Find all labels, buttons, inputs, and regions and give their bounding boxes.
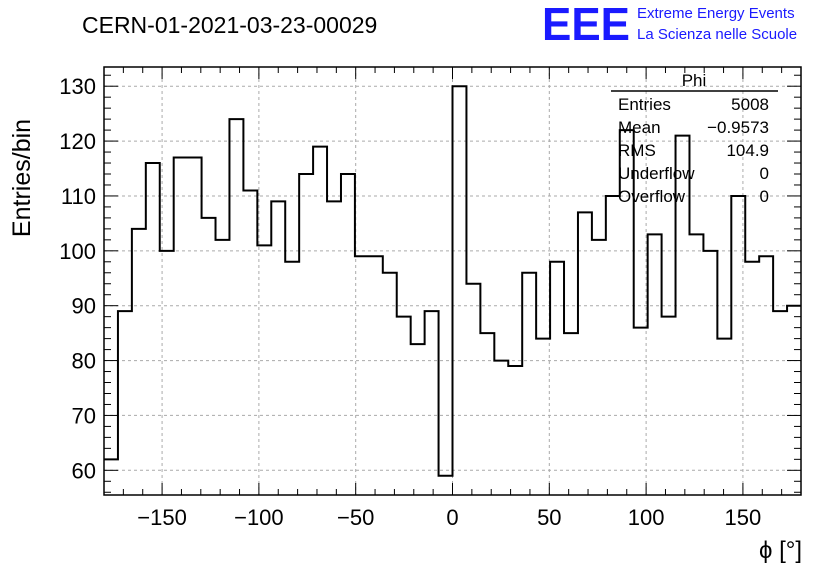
histogram-bin [327, 201, 341, 495]
histogram-bin [411, 344, 425, 495]
histogram-bin [439, 476, 453, 495]
stats-row-label: Underflow [618, 164, 695, 183]
y-tick-label: 120 [59, 129, 96, 154]
x-tick-label: 50 [537, 505, 561, 530]
histogram-bin [355, 256, 369, 495]
histogram-bin [787, 306, 801, 495]
histogram-bin [257, 245, 271, 495]
stats-row-value: −0.9573 [707, 118, 769, 137]
stats-row-value: 0 [760, 164, 769, 183]
stats-rows: Entries 5008 Mean −0.9573 RMS 104.9 Underflow 0… [618, 95, 769, 206]
histogram-bin [174, 158, 188, 495]
y-tick-label: 90 [72, 294, 96, 319]
y-axis: 60 70 80 90 100 110 120 130 [59, 74, 801, 493]
x-axis-label: ϕ [°] [759, 537, 802, 564]
stats-row-label: Entries [618, 95, 671, 114]
histogram-bin [271, 201, 285, 495]
histogram-bin [578, 212, 592, 495]
x-tick-label: −100 [234, 505, 284, 530]
histogram-bin [606, 196, 620, 495]
histogram-bin [118, 311, 132, 495]
logo-text: EEE [542, 0, 630, 50]
histogram-bin [202, 218, 216, 495]
histogram-bin [745, 262, 759, 495]
histogram-bin [146, 163, 160, 495]
histogram-bin [759, 256, 773, 495]
y-tick-label: 110 [61, 184, 96, 209]
histogram-bin [216, 240, 230, 495]
histogram-bin [132, 229, 146, 495]
histogram-series-line [104, 85, 801, 477]
stats-box: Phi Entries 5008 Mean −0.9573 RMS 104.9 Underf… [611, 71, 778, 206]
histogram-bin [466, 284, 480, 495]
histogram-bin [662, 317, 676, 495]
histogram-bin [285, 262, 299, 495]
histogram-bin [773, 311, 787, 495]
stats-title: Phi [682, 71, 707, 90]
stats-row-label: RMS [618, 141, 656, 160]
y-tick-label: 70 [72, 403, 96, 428]
stats-row-value: 0 [760, 187, 769, 206]
y-tick-label: 130 [59, 74, 96, 99]
y-tick-label: 80 [72, 349, 96, 374]
x-tick-label: −150 [137, 505, 187, 530]
histogram-bin [299, 174, 313, 495]
x-tick-label: 100 [628, 505, 665, 530]
histogram-bin [397, 317, 411, 495]
histogram-bin [550, 262, 564, 495]
y-axis-label: Entries/bin [8, 119, 36, 237]
histogram-bin [243, 190, 257, 495]
y-tick-label: 100 [59, 239, 96, 264]
histogram-bin [703, 251, 717, 495]
run-title: CERN-01-2021-03-23-00029 [82, 12, 377, 38]
histogram-bin [494, 361, 508, 495]
logo-line2: La Scienza nelle Scuole [637, 26, 797, 43]
histogram-bin [536, 339, 550, 495]
eee-logo: EEE Extreme Energy Events La Scienza nel… [542, 0, 797, 50]
logo-line1: Extreme Energy Events [637, 5, 795, 22]
x-tick-label: −50 [337, 505, 374, 530]
x-tick-label: 0 [446, 505, 458, 530]
stats-row-label: Mean [618, 118, 661, 137]
stats-row-value: 104.9 [726, 141, 769, 160]
stats-row-value: 5008 [731, 95, 769, 114]
histogram-bin [229, 119, 243, 495]
y-tick-label: 60 [72, 458, 96, 483]
x-axis: −150 −100 −50 0 50 100 150 [122, 67, 783, 530]
histogram-bin [689, 234, 703, 495]
histogram-bin [188, 158, 202, 495]
histogram-bin [313, 147, 327, 495]
stats-row-label: Overflow [618, 187, 686, 206]
histogram-bin [592, 240, 606, 495]
histogram-bin [369, 256, 383, 495]
histogram-bin [453, 86, 467, 495]
histogram-bin [508, 366, 522, 495]
histogram-bin [648, 234, 662, 495]
histogram-bin [341, 174, 355, 495]
histogram-bin [104, 459, 118, 495]
x-tick-label: 150 [725, 505, 762, 530]
histogram-bin [717, 339, 731, 495]
histogram-bin [620, 130, 634, 495]
histogram-bin [425, 311, 439, 495]
